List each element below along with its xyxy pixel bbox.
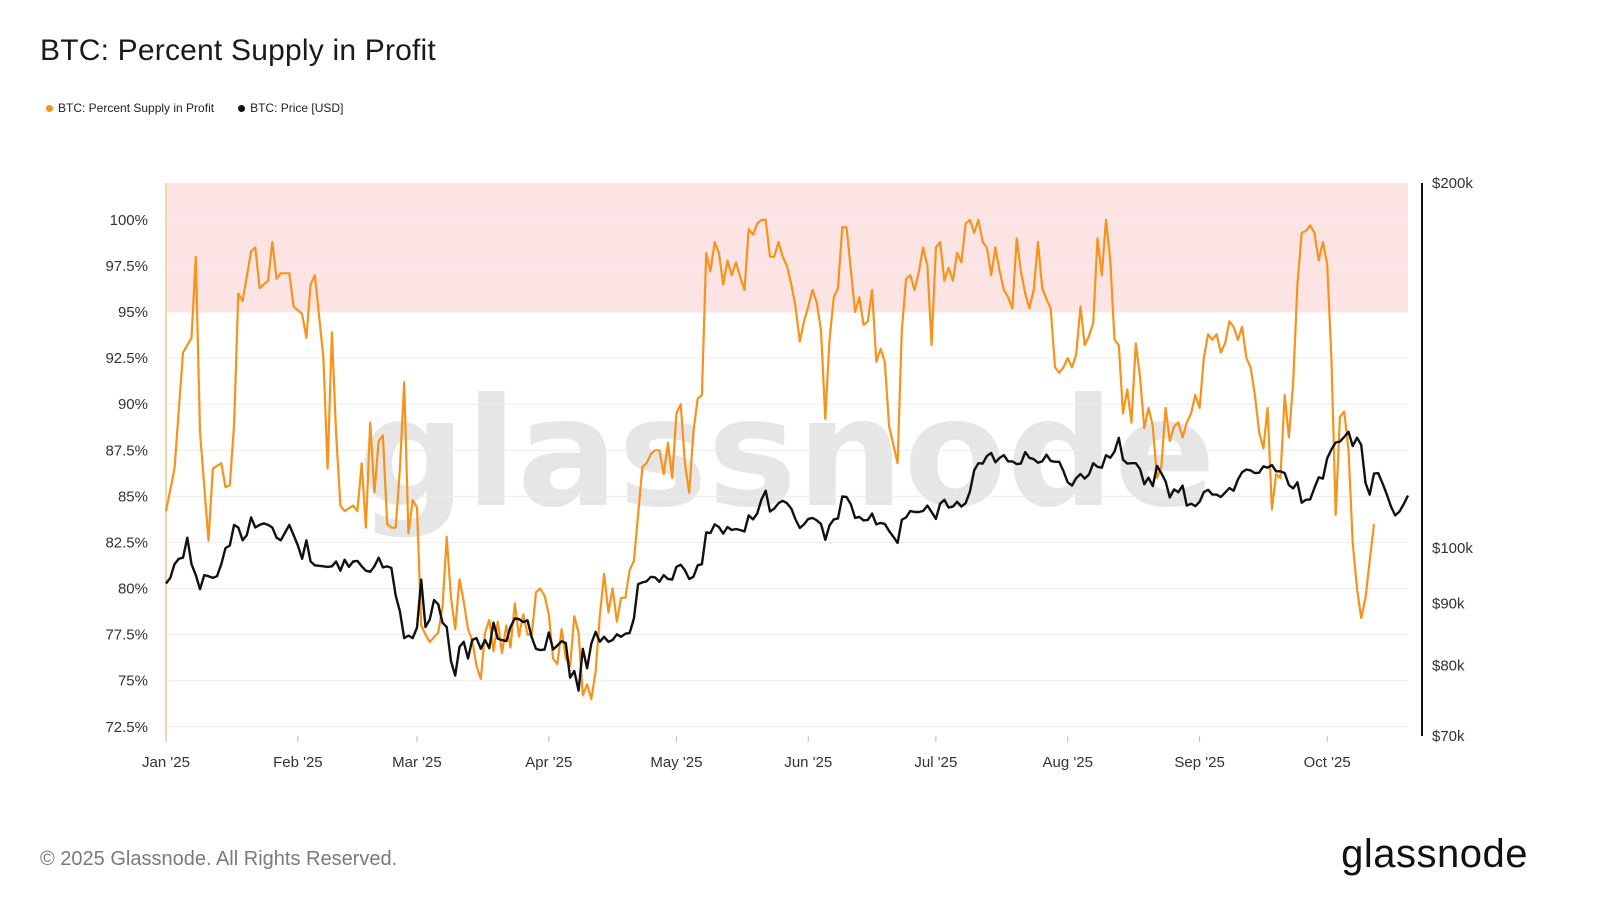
x-tick-label: Jun '25 bbox=[784, 754, 832, 771]
legend-label-price: BTC: Price [USD] bbox=[250, 101, 344, 115]
legend-dot-price bbox=[238, 104, 246, 112]
x-tick-label: Sep '25 bbox=[1174, 754, 1224, 771]
y-left-tick-label: 82.5% bbox=[105, 534, 148, 551]
x-tick-label: Jul '25 bbox=[914, 754, 957, 771]
watermark-text: glassnode bbox=[358, 367, 1216, 541]
glassnode-logo: glassnode bbox=[1341, 832, 1528, 876]
legend-item-price[interactable]: BTC: Price [USD] bbox=[238, 101, 343, 115]
copyright-text: © 2025 Glassnode. All Rights Reserved. bbox=[40, 848, 398, 870]
x-tick-label: Feb '25 bbox=[273, 754, 323, 771]
profit-band bbox=[166, 183, 1408, 313]
legend: BTC: Percent Supply in Profit BTC: Price… bbox=[46, 101, 343, 115]
y-left-tick-label: 92.5% bbox=[105, 350, 148, 367]
y-right-tick-label: $70k bbox=[1432, 728, 1465, 745]
chart-title: BTC: Percent Supply in Profit bbox=[40, 34, 436, 67]
y-left-tick-label: 77.5% bbox=[105, 627, 148, 644]
supply-in-profit-line bbox=[164, 218, 1376, 701]
x-tick-label: Apr '25 bbox=[525, 754, 572, 771]
y-left-tick-label: 87.5% bbox=[105, 442, 148, 459]
x-tick-label: Jan '25 bbox=[142, 754, 190, 771]
legend-item-supply[interactable]: BTC: Percent Supply in Profit bbox=[46, 101, 214, 115]
y-right-tick-label: $80k bbox=[1432, 658, 1465, 675]
y-left-tick-label: 72.5% bbox=[105, 719, 148, 736]
legend-label-supply: BTC: Percent Supply in Profit bbox=[58, 101, 215, 115]
x-tick-label: Oct '25 bbox=[1304, 754, 1351, 771]
y-left-tick-label: 80% bbox=[118, 581, 148, 598]
y-right-tick-label: $200k bbox=[1432, 175, 1473, 192]
y-left-tick-label: 75% bbox=[118, 673, 148, 690]
y-left-tick-label: 85% bbox=[118, 488, 148, 505]
price-line bbox=[165, 430, 1410, 692]
y-left-tick-label: 90% bbox=[118, 396, 148, 413]
x-tick-label: Mar '25 bbox=[392, 754, 442, 771]
y-left-tick-label: 95% bbox=[118, 304, 148, 321]
y-right-tick-label: $100k bbox=[1432, 540, 1473, 557]
x-tick-label: May '25 bbox=[650, 754, 702, 771]
legend-dot-supply bbox=[46, 104, 53, 112]
y-left-tick-label: 100% bbox=[110, 212, 148, 229]
y-right-tick-label: $90k bbox=[1432, 596, 1465, 613]
x-tick-label: Aug '25 bbox=[1043, 754, 1093, 771]
y-left-tick-label: 97.5% bbox=[105, 258, 148, 275]
